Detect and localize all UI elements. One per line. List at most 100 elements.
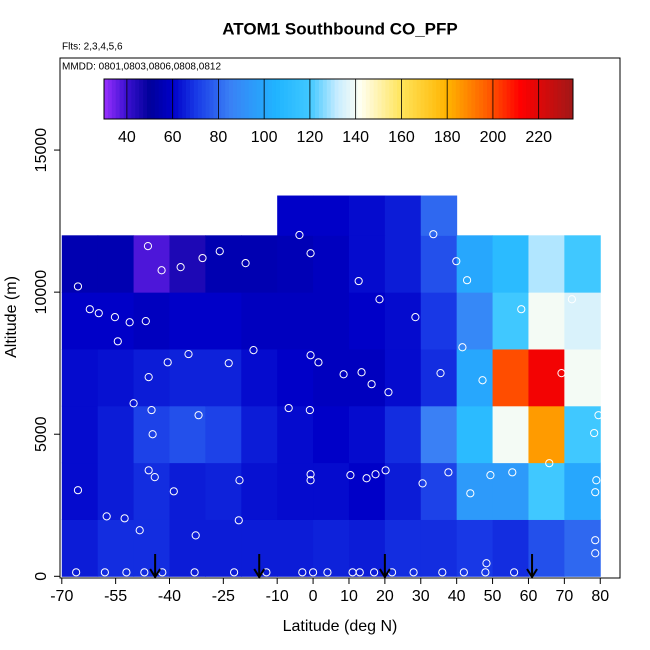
heat-cell xyxy=(241,292,278,350)
x-tick-label: 30 xyxy=(412,588,430,605)
arrow-head xyxy=(379,568,391,579)
heat-cell xyxy=(313,462,350,520)
colorbar-swatch xyxy=(197,79,203,119)
sample-point xyxy=(411,313,420,322)
heat-cell xyxy=(492,405,529,464)
x-tick-label: -40 xyxy=(158,588,181,605)
colorbar-swatch xyxy=(561,79,566,119)
colorbar-swatch xyxy=(240,79,246,119)
colorbar-swatch xyxy=(463,79,468,119)
sample-point xyxy=(94,309,103,318)
colorbar-swatch xyxy=(553,79,558,119)
heat-cell xyxy=(133,292,170,350)
heat-cell xyxy=(492,292,529,350)
heat-cell xyxy=(528,405,565,464)
heat-cell xyxy=(133,519,170,577)
sample-point xyxy=(198,253,207,263)
heat-cell xyxy=(97,235,135,293)
colorbar-swatch xyxy=(404,79,410,119)
heat-cell xyxy=(61,519,99,577)
heat-cell xyxy=(348,462,386,520)
chart-title: ATOM1 Southbound CO_PFP xyxy=(222,19,457,38)
sample-point xyxy=(314,358,323,367)
sample-point xyxy=(594,411,603,420)
sample-point xyxy=(466,489,475,498)
x-tick-label: -55 xyxy=(104,588,127,605)
colorbar-swatch xyxy=(162,79,167,119)
sample-point xyxy=(284,403,293,413)
sample-point xyxy=(305,405,314,415)
colorbar-swatch xyxy=(498,79,504,119)
x-tick-label: 0 xyxy=(309,588,318,605)
heat-cell xyxy=(133,235,170,293)
colorbar-swatch xyxy=(221,79,226,119)
sample-point xyxy=(354,276,363,286)
sample-point xyxy=(147,405,156,415)
colorbar-swatch xyxy=(178,79,183,119)
y-tick-label: 5000 xyxy=(33,416,50,452)
colorbar-tick-label: 60 xyxy=(164,129,182,146)
colorbar-swatch xyxy=(514,79,519,119)
colorbar-tick-label: 100 xyxy=(251,129,278,146)
colorbar-swatch xyxy=(471,79,476,119)
sample-point xyxy=(148,430,157,439)
colorbar-swatch xyxy=(154,79,160,119)
heat-cell xyxy=(61,348,99,407)
colorbar-swatch xyxy=(174,79,179,119)
colorbar-swatch xyxy=(139,79,144,119)
sample-point xyxy=(85,305,94,314)
sample-point xyxy=(375,295,384,304)
heat-cell xyxy=(277,405,314,464)
heat-cell xyxy=(456,462,494,520)
heat-cell xyxy=(564,235,601,293)
sample-point xyxy=(557,369,566,378)
heat-cell xyxy=(564,292,601,350)
colorbar-swatch xyxy=(260,79,265,119)
heat-cell xyxy=(456,235,494,293)
x-tick-label: 70 xyxy=(555,588,573,605)
sample-point xyxy=(510,568,519,577)
heat-cell xyxy=(61,292,99,350)
colorbar-swatch xyxy=(416,79,421,119)
sample-point xyxy=(444,468,453,477)
heat-cell xyxy=(313,519,350,577)
colorbar-swatch xyxy=(346,79,351,119)
sample-point xyxy=(429,230,438,239)
heat-cell xyxy=(492,519,529,577)
colorbar-swatch xyxy=(412,79,418,119)
heat-cell xyxy=(277,348,314,407)
heat-cell xyxy=(420,235,458,293)
heat-cell xyxy=(384,235,422,293)
sample-point xyxy=(384,388,393,397)
heat-cell xyxy=(456,292,494,350)
sample-point xyxy=(418,479,427,488)
sample-point xyxy=(306,476,315,485)
colorbar-swatch xyxy=(358,79,363,119)
colorbar-swatch xyxy=(354,79,359,119)
colorbar-swatch xyxy=(186,79,191,119)
colorbar-swatch xyxy=(229,79,234,119)
colorbar-swatch xyxy=(193,79,199,119)
colorbar-swatch xyxy=(432,79,437,119)
heat-cell xyxy=(348,235,386,293)
sample-point xyxy=(592,476,601,485)
colorbar-swatch xyxy=(107,79,113,119)
sample-point xyxy=(438,568,447,577)
sample-point xyxy=(150,473,159,482)
colorbar-swatch xyxy=(256,79,261,119)
colorbar-swatch xyxy=(401,79,406,119)
sample-point xyxy=(462,276,472,285)
colorbar-swatch xyxy=(420,79,425,119)
sample-point xyxy=(362,474,371,483)
colorbar-swatch xyxy=(127,79,132,119)
colorbar-swatch xyxy=(326,79,332,119)
sample-point xyxy=(184,349,193,359)
colorbar-swatch xyxy=(455,79,461,119)
heat-cell xyxy=(420,292,458,350)
sample-point xyxy=(371,470,380,479)
sample-point xyxy=(215,247,224,256)
heat-cell xyxy=(205,405,242,464)
colorbar-swatch xyxy=(205,79,210,119)
sample-point xyxy=(163,358,172,367)
